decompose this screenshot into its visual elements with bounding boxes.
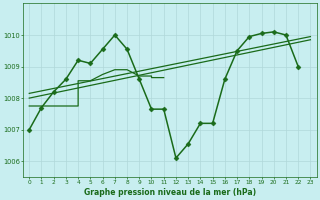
X-axis label: Graphe pression niveau de la mer (hPa): Graphe pression niveau de la mer (hPa) [84,188,256,197]
